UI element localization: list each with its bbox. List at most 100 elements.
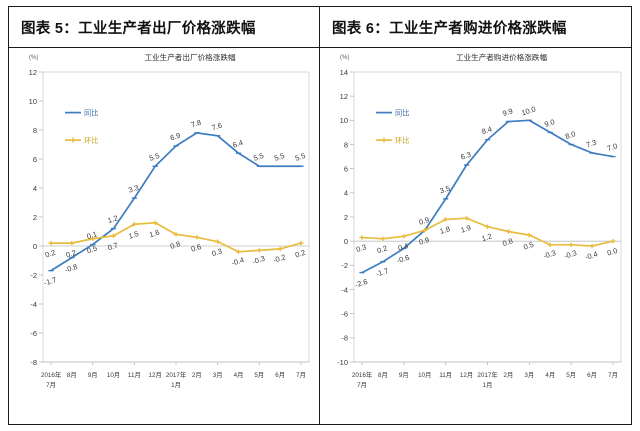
y-axis-unit: (%) xyxy=(340,55,349,61)
x-tick-label: 4月 xyxy=(545,371,555,379)
data-label: 0.2 xyxy=(294,248,307,260)
figure-panels: 图表 5：工业生产者出厂价格涨跌幅 (%) 工业生产者出厂价格涨跌幅 12 10 8 6 4… xyxy=(8,6,632,425)
panel-6-header: 图表 6：工业生产者购进价格涨跌幅 xyxy=(320,7,631,48)
data-label: 5.5 xyxy=(294,151,307,163)
data-label: 9.0 xyxy=(543,117,556,129)
x-tick-label: 7月 xyxy=(608,371,618,379)
y-tick-label: -8 xyxy=(341,334,348,343)
y-tick-label: 2 xyxy=(344,213,348,222)
data-label: -1.7 xyxy=(43,275,58,287)
data-label: 1.9 xyxy=(460,223,473,235)
data-point xyxy=(173,232,179,237)
data-label: -0.2 xyxy=(272,252,287,264)
x-tick-label: 5月 xyxy=(566,371,576,379)
y-tick-label: -8 xyxy=(30,358,37,367)
x-tick-label: 6月 xyxy=(587,371,597,379)
data-label: 0.8 xyxy=(169,239,182,251)
panel-5-body: (%) 工业生产者出厂价格涨跌幅 12 10 8 6 4 2 0 -2 -4 -6 -8 2016年 7月 8… xyxy=(9,48,319,424)
data-label: 0.3 xyxy=(211,246,224,258)
x-tick-label: 2016年 xyxy=(352,370,372,379)
chart-5-plot: (%) 工业生产者出厂价格涨跌幅 12 10 8 6 4 2 0 -2 -4 -6 -8 2016年 7月 8… xyxy=(9,48,319,424)
data-point xyxy=(110,233,117,239)
y-tick-label: 4 xyxy=(344,189,348,198)
data-label: 5.5 xyxy=(252,151,265,163)
x-tick-label: 2月 xyxy=(192,371,202,379)
y-tick-label: 0 xyxy=(33,242,37,251)
x-tick-label: 2月 xyxy=(504,371,514,379)
data-label: -0.4 xyxy=(230,255,245,267)
y-tick-label: -6 xyxy=(341,309,348,318)
data-label: 3.5 xyxy=(439,184,452,196)
y-tick-label: 10 xyxy=(340,116,348,125)
data-label: 8.4 xyxy=(480,124,493,136)
data-label: -2.6 xyxy=(354,277,369,289)
data-label: -1.7 xyxy=(375,266,390,278)
legend-label: 同比 xyxy=(84,109,98,118)
chart-inner-title: 工业生产者购进价格涨跌幅 xyxy=(456,52,548,62)
y-tick-label: 12 xyxy=(29,68,37,77)
data-label: 9.9 xyxy=(501,106,514,118)
legend-label: 环比 xyxy=(395,136,409,145)
data-label: -0.4 xyxy=(584,249,599,261)
data-label: 7.8 xyxy=(190,118,203,130)
y-tick-label: -2 xyxy=(341,261,348,270)
y-tick-label: -2 xyxy=(30,271,37,280)
x-tick-label: 2016年 xyxy=(41,370,61,379)
data-label: 0.8 xyxy=(501,236,514,248)
y-tick-label: 2 xyxy=(33,213,37,222)
data-point xyxy=(90,236,96,241)
x-tick-label-line2: 1月 xyxy=(483,381,493,389)
x-tick-label: 6月 xyxy=(275,371,285,379)
data-label: 0.2 xyxy=(376,244,389,256)
data-label: 1.5 xyxy=(127,229,140,241)
x-tick-label: 10月 xyxy=(418,371,431,379)
y-tick-label: -10 xyxy=(337,358,348,367)
data-label: 0.3 xyxy=(355,242,368,254)
y-tick-label: 12 xyxy=(340,92,348,101)
chart-6-plot: (%) 工业生产者购进价格涨跌幅 14 12 10 8 6 4 2 0 -2 -4 -6 -8 -10 201… xyxy=(320,48,631,424)
data-label: 0.5 xyxy=(86,244,99,256)
x-tick-label: 12月 xyxy=(149,371,162,379)
data-label: 0.2 xyxy=(65,248,78,260)
y-tick-label: 10 xyxy=(29,97,37,106)
data-point xyxy=(69,240,75,246)
data-point xyxy=(256,248,262,253)
chart-svg: (%) 工业生产者购进价格涨跌幅 14 12 10 8 6 4 2 0 -2 -4 -6 -8 -10 201… xyxy=(337,52,622,389)
legend-item-同比[interactable]: 同比 xyxy=(376,109,409,118)
data-label: 3.3 xyxy=(127,183,140,195)
y-tick-label: -4 xyxy=(30,300,37,309)
data-label: 0.9 xyxy=(418,215,431,227)
data-label: -0.3 xyxy=(251,254,266,266)
plot-frame xyxy=(42,71,310,363)
data-point xyxy=(547,242,553,247)
x-tick-label: 2017年 xyxy=(477,370,497,379)
x-tick-label: 10月 xyxy=(107,371,120,379)
data-label: 7.0 xyxy=(606,141,619,153)
data-point xyxy=(526,232,532,238)
data-point xyxy=(359,235,365,240)
legend-item-环比[interactable]: 环比 xyxy=(376,136,409,145)
x-tick-label-line2: 7月 xyxy=(46,381,56,389)
data-label: 10.0 xyxy=(520,104,536,117)
data-label: -0.3 xyxy=(542,248,557,260)
y-axis-unit: (%) xyxy=(29,55,38,61)
x-tick-label: 3月 xyxy=(524,371,534,379)
data-label: 1.8 xyxy=(439,224,452,236)
y-tick-label: 8 xyxy=(344,140,348,149)
legend-item-环比[interactable]: 环比 xyxy=(65,136,98,145)
x-tick-label: 11月 xyxy=(439,371,452,379)
x-tick-label: 3月 xyxy=(213,371,223,379)
legend-item-同比[interactable]: 同比 xyxy=(65,109,98,118)
data-point xyxy=(277,246,283,252)
x-tick-label: 11月 xyxy=(128,371,141,379)
panel-chart-5: 图表 5：工业生产者出厂价格涨跌幅 (%) 工业生产者出厂价格涨跌幅 12 10 8 6 4… xyxy=(9,7,320,424)
legend-label: 环比 xyxy=(84,136,98,145)
data-label: 0.5 xyxy=(522,240,535,252)
data-label: 0.2 xyxy=(44,248,57,260)
data-label: 1.6 xyxy=(148,228,161,240)
data-label: -0.8 xyxy=(64,262,79,274)
x-tick-label: 4月 xyxy=(234,371,244,379)
data-point xyxy=(589,243,595,249)
x-tick-label: 8月 xyxy=(67,371,77,379)
data-label: -0.6 xyxy=(396,253,411,265)
